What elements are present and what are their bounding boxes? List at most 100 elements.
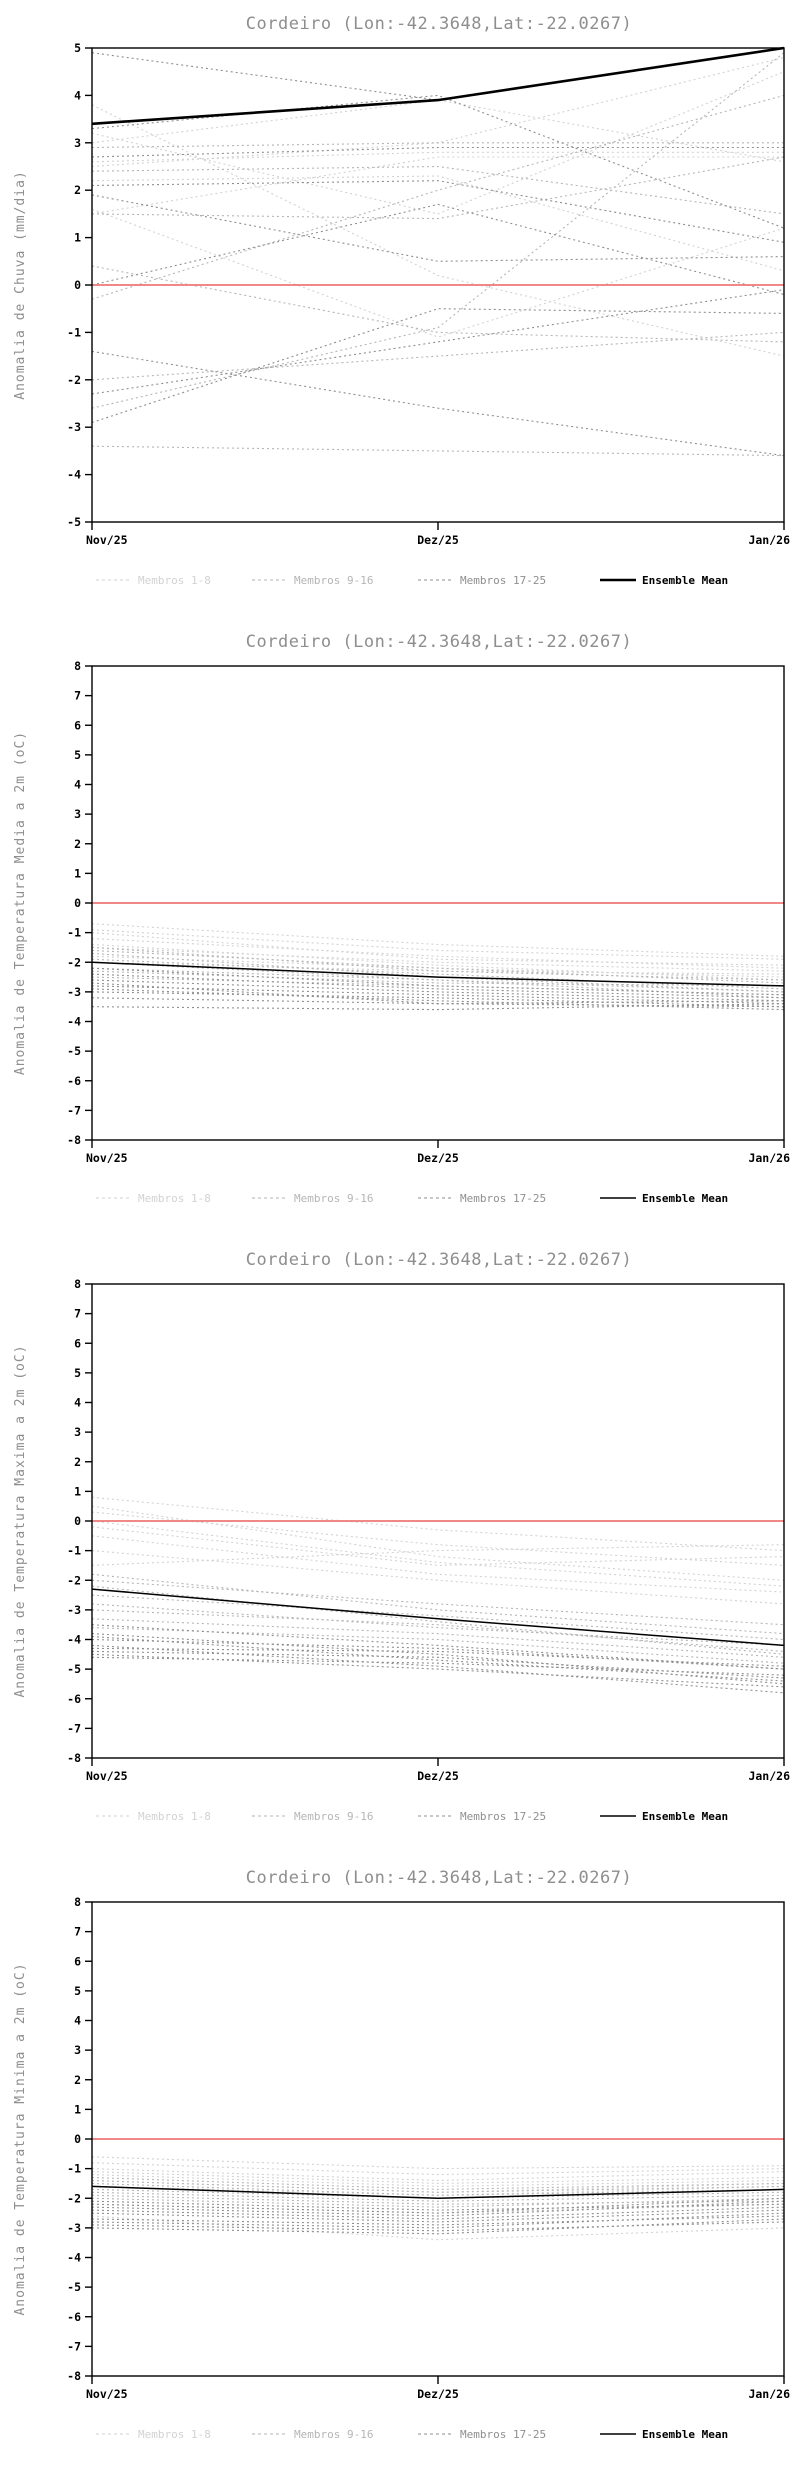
y-tick-label: -1 — [67, 325, 81, 339]
member-line — [91, 2171, 785, 2184]
y-tick-label: 4 — [74, 1396, 81, 1410]
legend-label: Membros 9-16 — [294, 574, 373, 587]
member-line — [91, 1650, 785, 1679]
y-tick-label: -1 — [67, 2162, 81, 2176]
member-line — [91, 1633, 785, 1685]
y-axis-label: Anomalia de Temperatura Media a 2m (oC) — [13, 731, 28, 1075]
chart-canvas: -8 -7 -6 -5 -4 -3 -2 -1 0 1 2 3 4 5 6 7 8 Nov/25 Dez/25 Jan… — [13, 1895, 790, 2441]
chart-mean-temp-anomaly: Cordeiro (Lon:-42.3648,Lat:-22.0267) -8-… — [0, 618, 800, 1236]
x-tick-label: Jan/26 — [748, 1769, 790, 1783]
member-line — [91, 151, 784, 163]
member-line — [91, 203, 785, 296]
legend-label: Membros 17-25 — [460, 574, 546, 587]
member-line — [91, 946, 785, 972]
legend-label: Ensemble Mean — [642, 1810, 728, 1823]
member-line — [91, 2197, 785, 2208]
y-tick-label: -4 — [67, 1633, 81, 1647]
member-line — [91, 2194, 785, 2205]
y-tick-label: 1 — [74, 866, 81, 880]
member-line — [91, 2185, 785, 2196]
y-axis-label: Anomalia de Temperatura Maxima a 2m (oC) — [13, 1344, 28, 1697]
y-tick-label: 7 — [74, 1307, 81, 1321]
member-line — [91, 1624, 785, 1670]
member-line — [91, 1594, 785, 1641]
y-tick-label: 8 — [74, 659, 81, 673]
y-tick-label: 2 — [74, 183, 81, 197]
chart-canvas: -8 -7 -6 -5 -4 -3 -2 -1 0 1 2 3 4 5 6 7 8 Nov/25 Dez/25 Jan… — [13, 1277, 790, 1823]
y-tick-label: 5 — [74, 41, 81, 55]
member-line — [91, 1520, 785, 1587]
member-line — [91, 308, 785, 424]
y-tick-label: -8 — [67, 1751, 81, 1765]
member-line — [91, 2212, 785, 2229]
chart-canvas: -8 -7 -6 -5 -4 -3 -2 -1 0 1 2 3 4 5 6 7 8 Nov/25 Dez/25 Jan… — [13, 659, 790, 1205]
member-line — [91, 2200, 785, 2217]
member-line — [91, 2182, 785, 2196]
member-line — [91, 1579, 785, 1626]
legend-label: Membros 9-16 — [294, 1810, 373, 1823]
x-tick-label: Nov/25 — [86, 2387, 128, 2401]
member-line — [91, 946, 785, 981]
member-line — [91, 1526, 785, 1566]
y-tick-label: 5 — [74, 1366, 81, 1380]
member-line — [91, 1609, 785, 1652]
y-tick-label: 4 — [74, 2014, 81, 2028]
y-tick-label: 0 — [74, 278, 81, 292]
member-line — [91, 350, 785, 457]
member-line — [91, 1635, 785, 1682]
y-tick-label: 3 — [74, 1425, 81, 1439]
ensemble-mean-line — [91, 1588, 785, 1647]
y-axis-label: Anomalia de Chuva (mm/dia) — [13, 170, 28, 400]
y-tick-label: -1 — [67, 1544, 81, 1558]
member-line — [91, 2221, 785, 2232]
x-tick-label: Dez/25 — [417, 1151, 459, 1165]
x-tick-label: Jan/26 — [748, 533, 790, 547]
member-line — [91, 1585, 785, 1655]
member-line — [91, 1644, 785, 1694]
y-tick-label: 1 — [74, 231, 81, 245]
member-line — [91, 94, 785, 229]
y-tick-label: -6 — [67, 2310, 81, 2324]
x-tick-label: Jan/26 — [748, 1151, 790, 1165]
legend-label: Membros 9-16 — [294, 2428, 373, 2441]
member-line — [91, 156, 784, 215]
x-tick-label: Dez/25 — [417, 2387, 459, 2401]
y-tick-label: -4 — [67, 468, 81, 482]
y-tick-label: 0 — [74, 896, 81, 910]
x-tick-label: Nov/25 — [86, 533, 128, 547]
member-line — [91, 1618, 785, 1658]
member-line — [91, 1544, 785, 1566]
member-line — [91, 2206, 785, 2220]
member-line — [91, 142, 784, 149]
y-tick-label: -5 — [67, 1662, 81, 1676]
member-line — [91, 99, 785, 163]
y-tick-label: -3 — [67, 985, 81, 999]
y-tick-label: 3 — [74, 807, 81, 821]
chart-rain-anomaly: Cordeiro (Lon:-42.3648,Lat:-22.0267) -5-… — [0, 0, 800, 618]
y-tick-label: -5 — [67, 2280, 81, 2294]
chart-canvas: -5 -4 -3 -2 -1 0 1 2 3 4 5 Nov/25 Dez/25 Jan/26 Anomal… — [13, 41, 790, 587]
legend-label: Membros 17-25 — [460, 1192, 546, 1205]
member-line — [91, 165, 785, 215]
chart-min-temp-anomaly: Cordeiro (Lon:-42.3648,Lat:-22.0267) -8-… — [0, 1854, 800, 2472]
member-line — [91, 1003, 785, 1011]
chart-title: Cordeiro (Lon:-42.3648,Lat:-22.0267) — [245, 14, 633, 34]
member-line — [91, 1496, 785, 1552]
y-tick-label: -3 — [67, 1603, 81, 1617]
member-line — [91, 2162, 785, 2176]
member-line — [91, 47, 785, 101]
y-tick-label: -2 — [67, 373, 81, 387]
member-line — [91, 2188, 785, 2199]
member-line — [91, 2174, 785, 2187]
member-line — [91, 331, 785, 381]
member-line — [91, 52, 785, 409]
chart-title: Cordeiro (Lon:-42.3648,Lat:-22.0267) — [245, 1868, 633, 1888]
member-line — [91, 1653, 785, 1688]
y-tick-label: 0 — [74, 1514, 81, 1528]
y-tick-label: 4 — [74, 88, 81, 102]
member-line — [91, 289, 785, 395]
y-axis-label: Anomalia de Temperatura Minima a 2m (oC) — [13, 1962, 28, 2315]
y-tick-label: 5 — [74, 1984, 81, 1998]
y-tick-label: -4 — [67, 1015, 81, 1029]
y-tick-label: 8 — [74, 1895, 81, 1909]
